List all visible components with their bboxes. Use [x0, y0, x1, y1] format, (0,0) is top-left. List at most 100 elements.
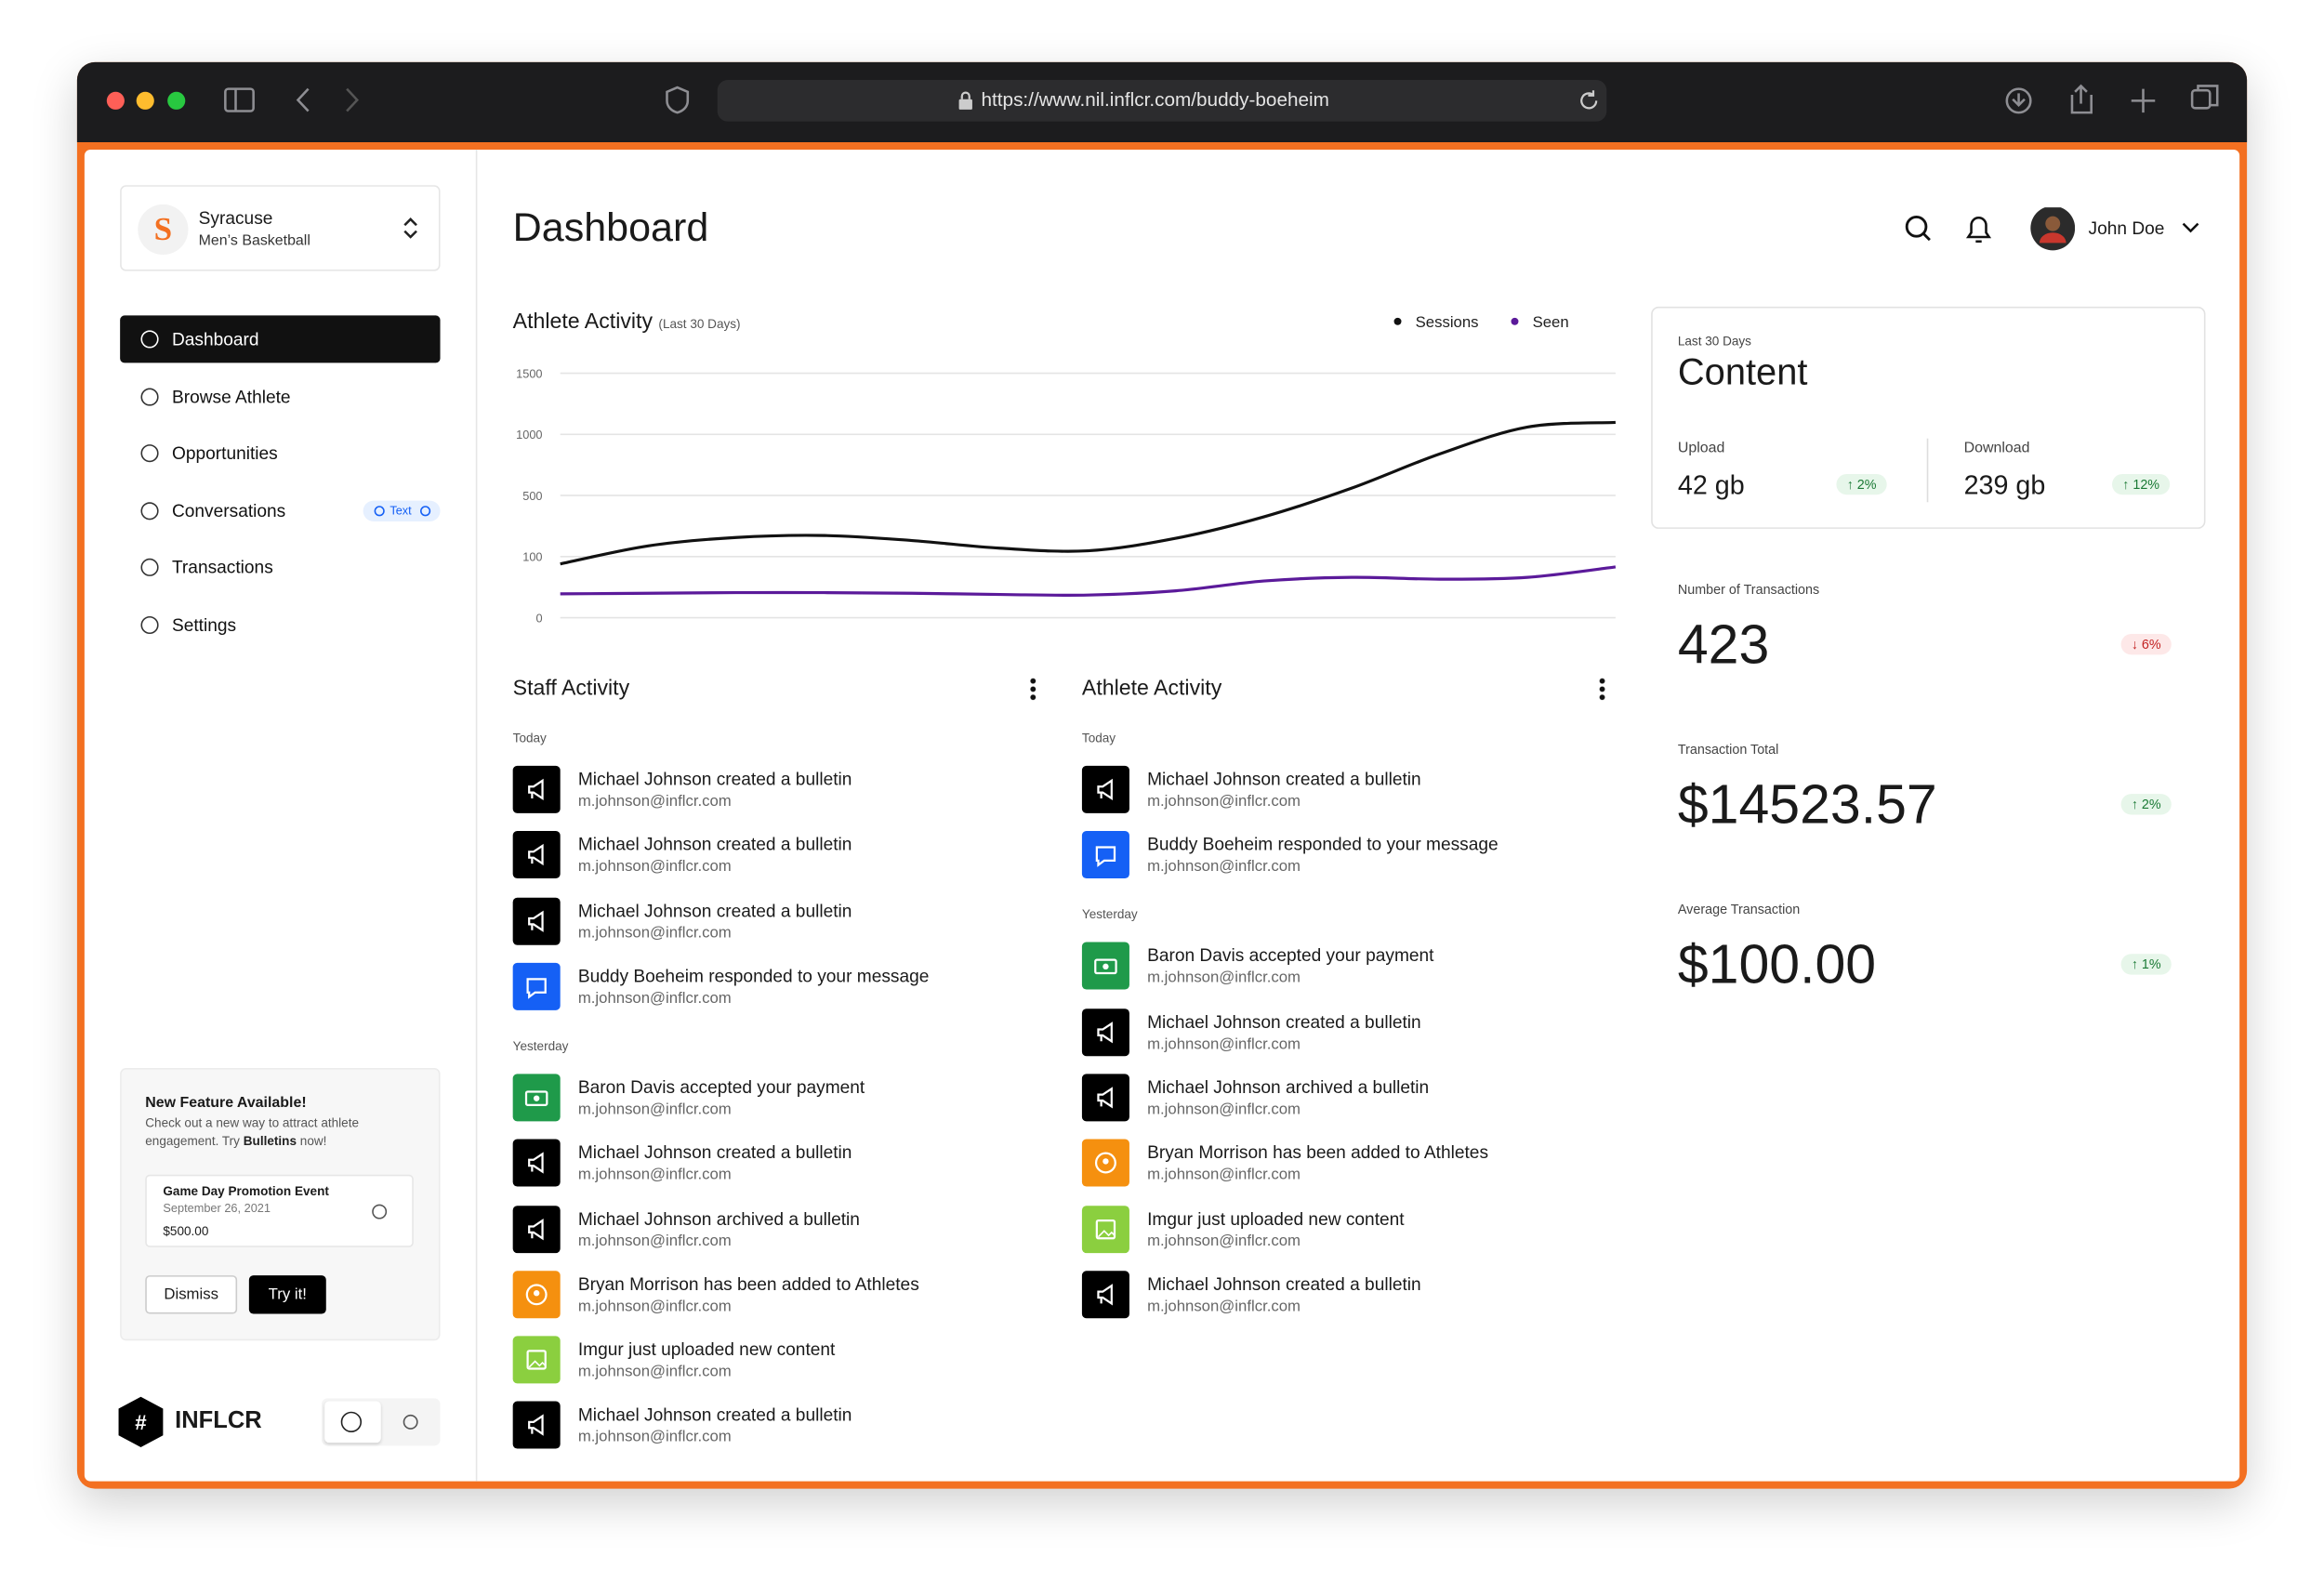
minimize-button[interactable] — [136, 91, 154, 110]
reload-icon[interactable] — [1577, 89, 1601, 112]
nav-item[interactable]: Dashboard — [171, 328, 259, 350]
url: https://www.nil.inflcr.com/buddy-boeheim — [981, 87, 1329, 111]
nav-badge-text: Text — [390, 504, 412, 518]
team-logo: S — [138, 204, 189, 256]
item-email: m.johnson@inflcr.com — [577, 1232, 732, 1250]
item-text: Michael Johnson created a bulletin — [1147, 1010, 1421, 1033]
svg-text:#: # — [135, 1411, 147, 1434]
nav-item[interactable]: Opportunities — [171, 442, 278, 464]
nav-item[interactable]: Conversations — [171, 499, 286, 521]
item-icon[interactable] — [1081, 1074, 1129, 1122]
item-icon[interactable] — [1081, 1205, 1129, 1253]
group-label: Yesterday — [512, 1037, 569, 1053]
list-title: Athlete Activity — [1081, 677, 1222, 701]
item-text: Michael Johnson created a bulletin — [1147, 769, 1421, 790]
download-label: Download — [1963, 440, 2030, 457]
feature-text: Check out a new way to attract athlete e… — [145, 1114, 412, 1149]
user-chevron[interactable] — [2182, 220, 2199, 235]
item-email: m.johnson@inflcr.com — [577, 1363, 732, 1381]
icon-glyph — [1097, 1087, 1113, 1109]
nav-item[interactable]: Browse Athlete — [171, 386, 291, 407]
item-icon[interactable] — [1081, 1008, 1129, 1056]
nav-item[interactable]: Transactions — [171, 557, 273, 578]
user-name[interactable]: John Doe — [2088, 218, 2165, 239]
item-icon[interactable] — [512, 1270, 561, 1318]
list-menu[interactable] — [1030, 677, 1037, 701]
item-icon[interactable] — [512, 962, 561, 1010]
item-icon[interactable] — [512, 1139, 561, 1187]
item-text: Michael Johnson created a bulletin — [1147, 1273, 1421, 1295]
page-title: Dashboard — [512, 204, 709, 250]
item-icon[interactable] — [512, 765, 561, 813]
list-title: Staff Activity — [512, 677, 630, 701]
item-email: m.johnson@inflcr.com — [1147, 1035, 1301, 1053]
item-icon[interactable] — [512, 831, 561, 879]
item-icon[interactable] — [1081, 1139, 1129, 1187]
average-label: Average Transaction — [1677, 902, 1801, 917]
item-icon[interactable] — [512, 897, 561, 945]
brand-name: INFLCR — [175, 1408, 262, 1434]
y-tick-label: 1000 — [516, 428, 542, 442]
download-value: 239 gb — [1963, 470, 2046, 501]
series-line — [560, 420, 1616, 566]
item-icon[interactable] — [512, 1074, 561, 1122]
item-text: Michael Johnson archived a bulletin — [577, 1207, 860, 1229]
nav-icon — [140, 444, 159, 463]
item-email: m.johnson@inflcr.com — [1147, 1100, 1301, 1118]
icon-glyph — [528, 844, 544, 866]
try-button[interactable]: Try it! — [248, 1275, 326, 1314]
legend-label: Sessions — [1416, 313, 1479, 331]
icon-glyph — [528, 1152, 544, 1174]
item-icon[interactable] — [1081, 943, 1129, 990]
toolbar-icons — [224, 84, 2219, 114]
series-line — [560, 565, 1617, 598]
chart: 0 100 500 1000 1500 Sessions Seen — [516, 313, 1617, 625]
dismiss-button[interactable]: Dismiss — [145, 1275, 238, 1314]
team-switcher[interactable] — [120, 185, 441, 271]
page — [84, 149, 2240, 1482]
nav-active[interactable] — [120, 315, 441, 363]
total-value: $14523.57 — [1677, 774, 1937, 836]
legend-marker — [1511, 317, 1519, 325]
item-text: Imgur just uploaded new content — [1147, 1207, 1405, 1229]
url-bar[interactable] — [717, 80, 1607, 122]
item-email: m.johnson@inflcr.com — [1147, 792, 1301, 811]
icon-glyph — [1094, 959, 1117, 975]
item-icon[interactable] — [512, 1336, 561, 1384]
list-menu[interactable] — [1599, 677, 1605, 701]
item-icon[interactable] — [1081, 831, 1129, 879]
item-email: m.johnson@inflcr.com — [577, 1166, 732, 1184]
legend-label: Seen — [1533, 313, 1569, 331]
group-label: Today — [512, 730, 547, 745]
item-email: m.johnson@inflcr.com — [577, 989, 732, 1008]
group-label: Today — [1081, 730, 1116, 745]
icon-glyph — [526, 1350, 547, 1370]
nav-icon — [140, 615, 159, 634]
nav-icon — [140, 387, 159, 405]
header-icons — [1905, 207, 2076, 251]
zoom-button[interactable] — [167, 91, 186, 110]
promo-radio[interactable] — [372, 1204, 388, 1219]
icon-glyph — [528, 909, 544, 932]
nav-badge[interactable] — [363, 500, 441, 521]
item-text: Michael Johnson created a bulletin — [577, 1404, 852, 1426]
item-icon[interactable] — [1081, 1270, 1129, 1318]
item-email: m.johnson@inflcr.com — [1147, 858, 1301, 877]
promo-title: Game Day Promotion Event — [163, 1183, 329, 1199]
y-tick-label: 1500 — [516, 366, 542, 380]
item-icon[interactable] — [512, 1402, 561, 1450]
content-card — [1651, 306, 2206, 529]
close-button[interactable] — [106, 91, 125, 110]
item-email: m.johnson@inflcr.com — [577, 858, 732, 877]
item-email: m.johnson@inflcr.com — [1147, 1232, 1301, 1250]
upload-label: Upload — [1677, 440, 1725, 457]
promo-card[interactable] — [145, 1174, 414, 1247]
chart-title: Athlete Activity (Last 30 Days) — [513, 310, 741, 336]
item-icon[interactable] — [1081, 765, 1129, 813]
item-text: Michael Johnson created a bulletin — [577, 769, 852, 790]
sidebar-divider — [475, 149, 478, 1482]
nav-item[interactable]: Settings — [171, 613, 237, 635]
nav-icon — [140, 330, 159, 349]
item-icon[interactable] — [512, 1205, 561, 1253]
